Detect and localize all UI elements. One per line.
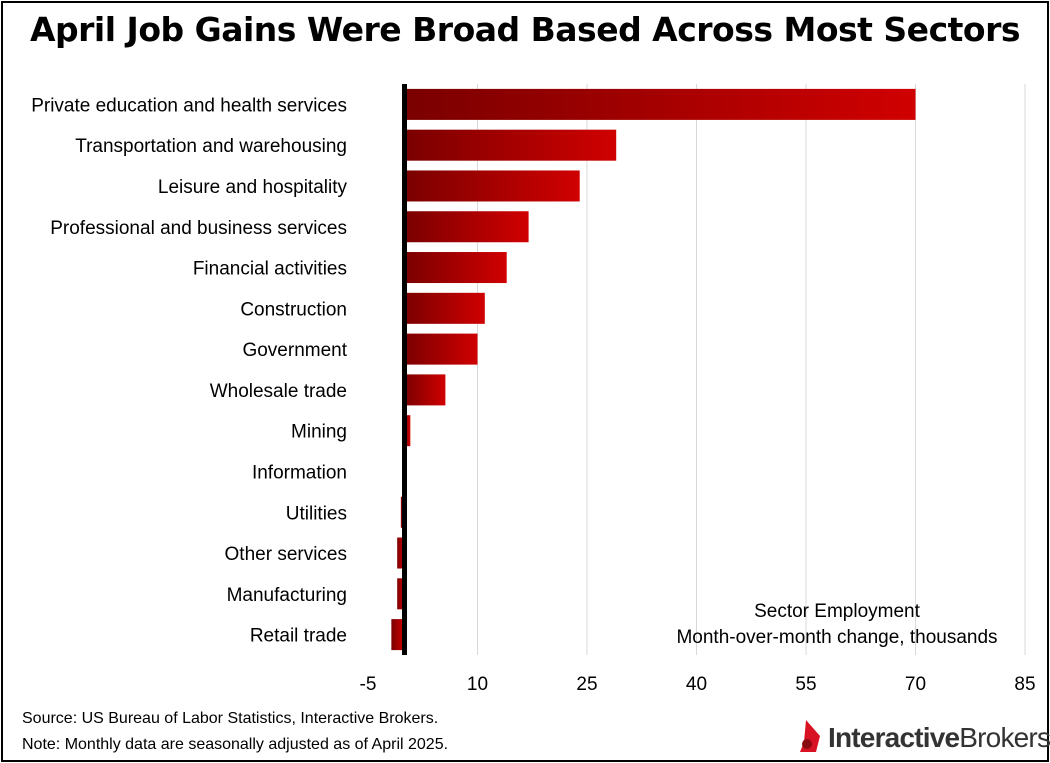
category-label: Private education and health services (31, 95, 347, 116)
x-tick-label: 70 (905, 674, 926, 695)
category-label: Other services (225, 544, 347, 565)
bar (404, 129, 617, 161)
x-tick-label: 40 (686, 674, 707, 695)
bar (404, 333, 478, 365)
bar (404, 170, 580, 202)
bar (397, 578, 405, 610)
category-label: Retail trade (250, 626, 347, 647)
gridlines (477, 84, 1026, 655)
x-tick-labels: -5 10 25 40 55 70 85 (360, 674, 1036, 695)
category-label: Wholesale trade (210, 381, 347, 402)
x-tick-label: 85 (1014, 674, 1035, 695)
bar (404, 211, 529, 243)
category-label: Leisure and hospitality (158, 177, 348, 198)
x-tick-label: 25 (576, 674, 597, 695)
bar (404, 415, 411, 447)
category-label: Construction (240, 299, 347, 320)
category-label: Information (252, 462, 347, 483)
x-tick-label: 55 (795, 674, 816, 695)
logo-wordmark: InteractiveBrokers (828, 722, 1050, 753)
bar (404, 292, 485, 324)
interactive-brokers-logo: InteractiveBrokers (796, 718, 1050, 758)
bar (397, 537, 405, 569)
category-label: Government (242, 340, 347, 361)
bar (404, 88, 916, 120)
note-text: Note: Monthly data are seasonally adjust… (22, 736, 449, 753)
chart-annotation-line-2: Month-over-month change, thousands (676, 627, 997, 648)
category-label: Transportation and warehousing (75, 136, 347, 157)
category-label: Mining (291, 422, 347, 443)
source-text: Source: US Bureau of Labor Statistics, I… (22, 710, 439, 727)
bars (391, 88, 916, 651)
category-labels: Private education and health services Tra… (31, 95, 348, 646)
bar (404, 252, 507, 284)
category-label: Professional and business services (50, 218, 347, 239)
ib-flame-icon (800, 720, 820, 752)
bar (391, 619, 405, 651)
category-label: Manufacturing (227, 585, 347, 606)
x-tick-label: -5 (360, 674, 377, 695)
chart-title: April Job Gains Were Broad Based Across … (30, 10, 1021, 49)
chart-annotation-line-1: Sector Employment (754, 601, 921, 622)
category-label: Utilities (286, 503, 347, 524)
x-tick-label: 10 (467, 674, 488, 695)
category-label: Financial activities (193, 259, 347, 280)
bar (404, 374, 446, 406)
